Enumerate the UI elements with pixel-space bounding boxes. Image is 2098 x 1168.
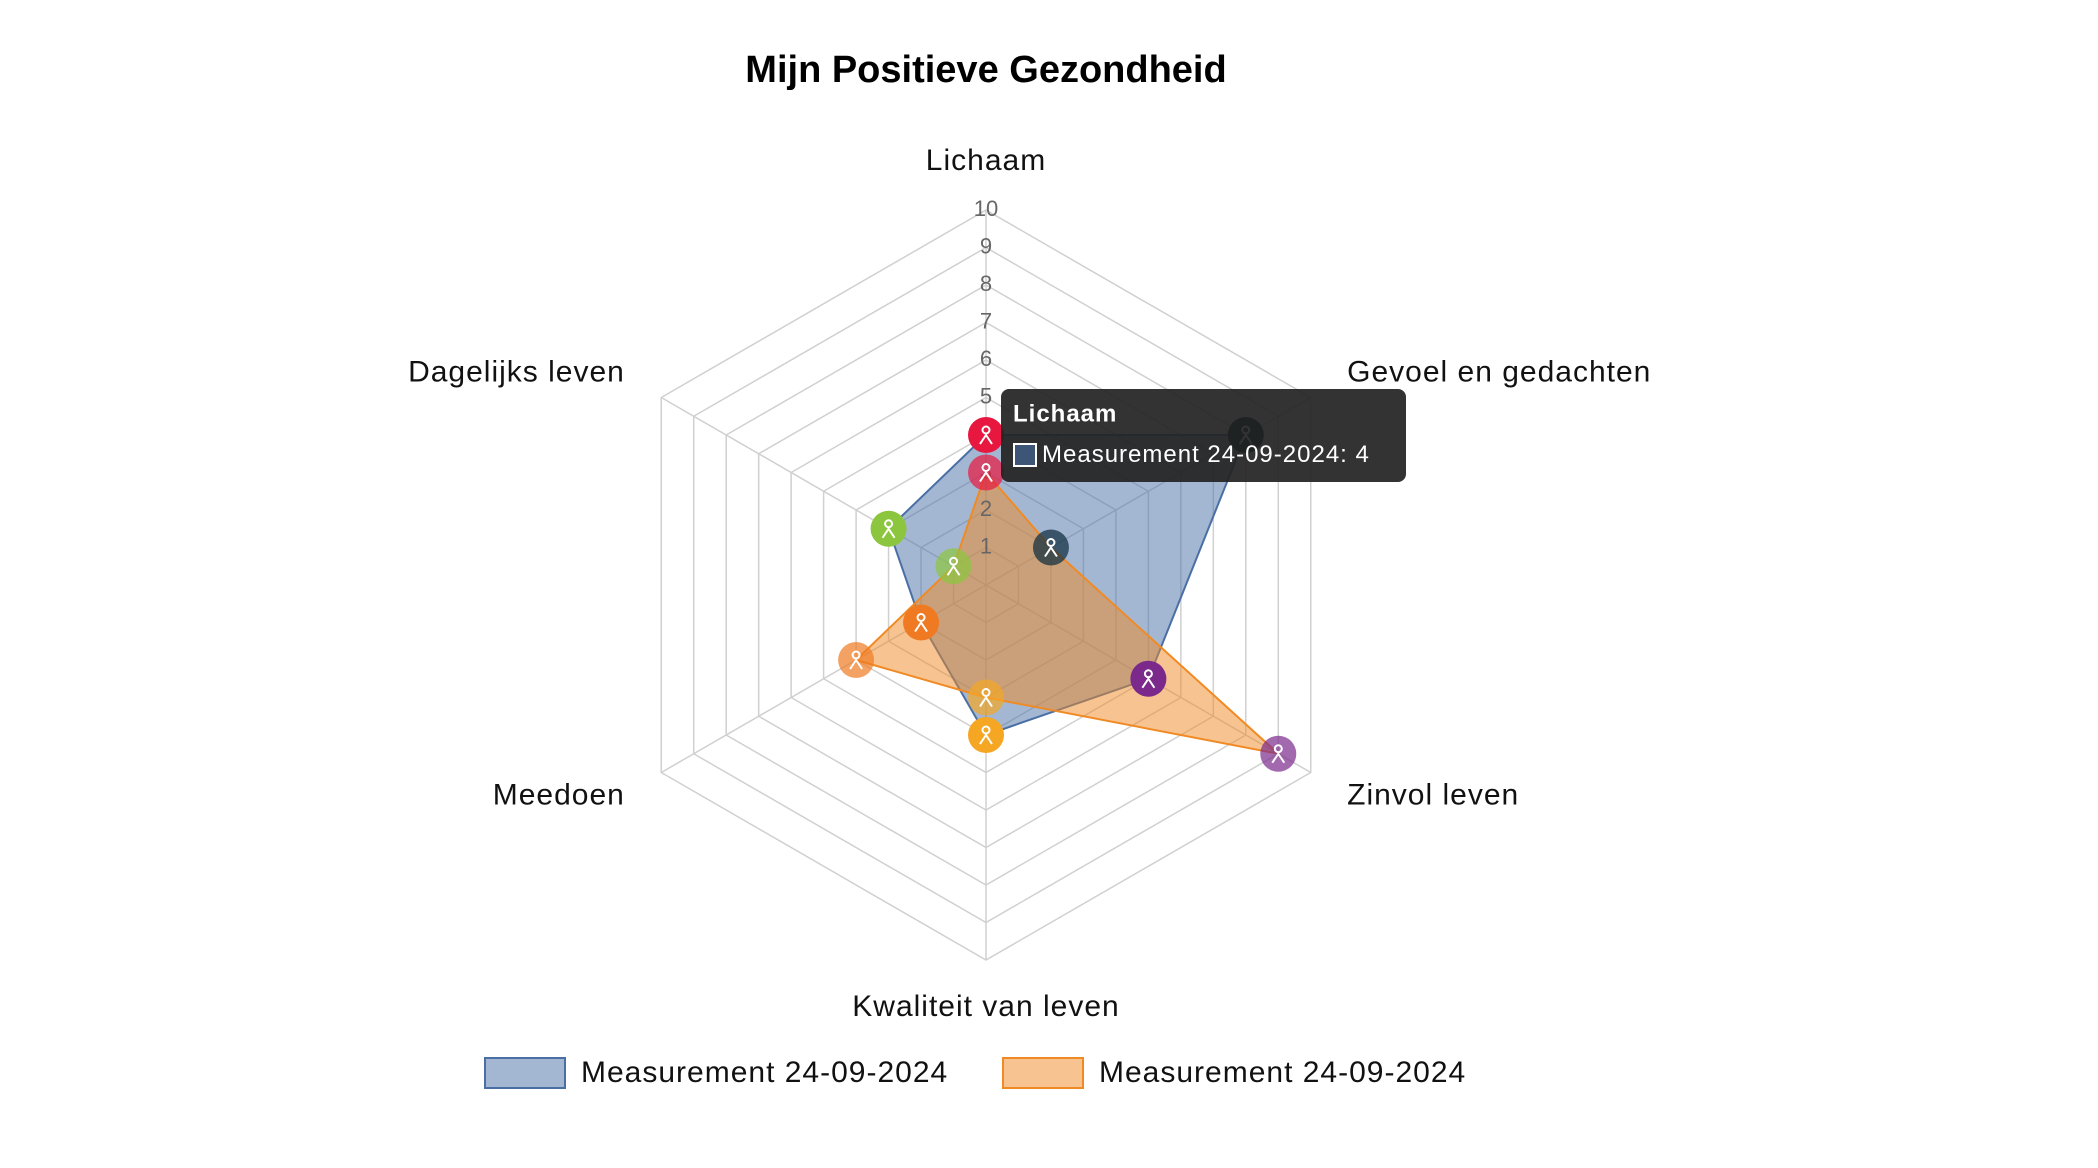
point-icon: [1141, 676, 1156, 689]
point-icon: [881, 526, 896, 539]
category-label: Gevoel en gedachten: [1347, 355, 1651, 388]
tooltip-sep: :: [1340, 441, 1355, 468]
point-icon: [914, 620, 928, 633]
tooltip-text: Measurement 24-09-2024: 4: [1042, 441, 1370, 468]
tick-label: 9: [980, 233, 992, 258]
tick-label: 2: [980, 496, 992, 521]
tick-label: 1: [980, 533, 992, 558]
legend-label: Measurement 24-09-2024: [581, 1056, 948, 1089]
legend-label: Measurement 24-09-2024: [1099, 1056, 1466, 1089]
tick-label: 10: [974, 196, 998, 221]
point-icon: [849, 658, 863, 670]
point-icon: [1044, 545, 1058, 558]
tooltip-series: Measurement 24-09-2024: [1042, 441, 1340, 468]
point-icon: [979, 433, 993, 445]
tick-label: 5: [980, 383, 992, 408]
tick-label: 7: [980, 308, 992, 333]
category-label: Dagelijks leven: [408, 355, 625, 388]
point-icon: [1271, 751, 1286, 764]
category-label: Zinvol leven: [1347, 778, 1519, 811]
category-label: Kwaliteit van leven: [852, 990, 1119, 1023]
point-icon: [979, 470, 993, 483]
tick-label: 6: [980, 346, 992, 371]
tooltip-value: 4: [1356, 441, 1370, 468]
point-icon: [979, 733, 993, 745]
legend-swatch: [484, 1057, 566, 1089]
category-label: Lichaam: [926, 144, 1046, 177]
point-icon: [946, 564, 961, 576]
point-icon: [979, 695, 993, 708]
chart-title: Mijn Positieve Gezondheid: [745, 49, 1226, 91]
tooltip: Lichaam Measurement 24-09-2024: 4: [1001, 389, 1406, 482]
category-label: Meedoen: [493, 778, 625, 811]
legend-swatch: [1002, 1057, 1084, 1089]
tick-label: 8: [980, 271, 992, 296]
tooltip-title: Lichaam: [1013, 400, 1117, 427]
tooltip-swatch: [1013, 443, 1037, 467]
tooltip-box: [1001, 389, 1406, 482]
